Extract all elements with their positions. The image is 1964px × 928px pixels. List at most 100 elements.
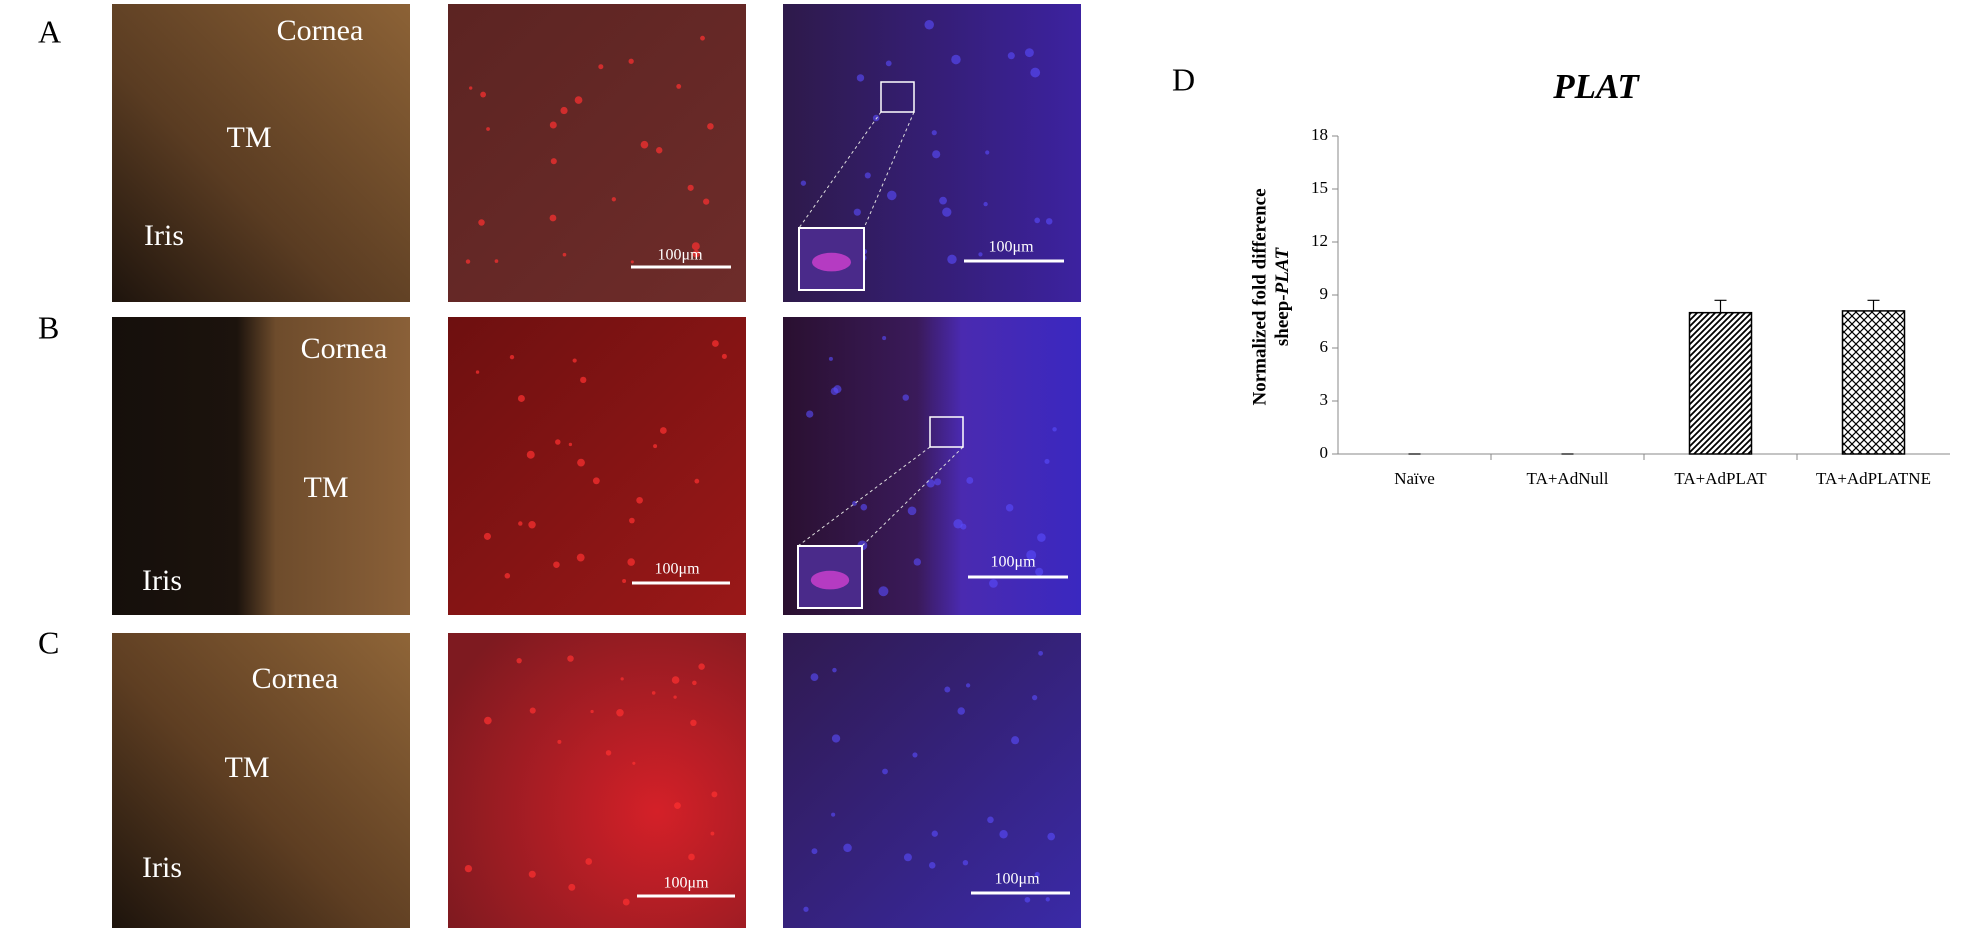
signal-dot xyxy=(700,35,705,41)
signal-dot xyxy=(553,561,560,568)
signal-dot xyxy=(674,802,681,810)
signal-dot xyxy=(627,558,635,566)
signal-dot xyxy=(690,719,697,727)
nucleus-dot xyxy=(939,196,947,205)
nucleus-dot xyxy=(931,830,938,837)
y-axis-label: sheep-PLAT xyxy=(1272,247,1293,347)
signal-dot xyxy=(549,121,557,129)
nucleus-dot xyxy=(1005,504,1014,512)
scale-label: 100μm xyxy=(988,239,1034,256)
signal-dot xyxy=(464,864,473,873)
bar xyxy=(1688,311,1753,455)
nucleus-dot xyxy=(831,734,841,743)
signal-dot xyxy=(598,64,604,70)
y-tick-label: 9 xyxy=(1320,284,1329,303)
signal-dot xyxy=(572,358,577,363)
nucleus-dot xyxy=(1034,871,1040,877)
signal-dot xyxy=(577,458,585,467)
region-label: TM xyxy=(304,471,349,504)
signal-dot xyxy=(529,707,536,714)
signal-dot xyxy=(580,376,587,384)
nucleus-dot xyxy=(1032,694,1038,701)
signal-dot xyxy=(574,96,583,104)
y-tick-label: 6 xyxy=(1320,337,1329,356)
signal-dot xyxy=(640,140,649,149)
y-tick-label: 18 xyxy=(1311,125,1328,144)
region-label: Iris xyxy=(142,564,182,597)
nucleus-dot xyxy=(843,843,852,853)
signal-dot xyxy=(475,370,480,374)
signal-dot xyxy=(659,427,667,434)
nucleus-dot xyxy=(1030,67,1041,78)
nucleus-dot xyxy=(966,477,974,484)
signal-dot xyxy=(653,444,658,449)
panel-letter: A xyxy=(38,13,61,49)
nucleus-dot xyxy=(932,150,941,159)
signal-dot xyxy=(616,708,624,717)
nucleus-dot xyxy=(882,768,888,775)
signal-dot xyxy=(576,553,585,562)
nucleus-dot xyxy=(828,356,833,361)
nucleus-dot xyxy=(1047,832,1056,841)
signal-dot xyxy=(630,260,634,264)
nucleus-dot xyxy=(1026,550,1037,561)
error-bar xyxy=(1714,299,1727,313)
nucleus-dot xyxy=(1007,52,1015,60)
signal-dot xyxy=(622,898,630,906)
nucleus-dot xyxy=(978,252,983,257)
y-tick-label: 15 xyxy=(1311,178,1328,197)
region-label: Iris xyxy=(144,219,184,252)
signal-dot xyxy=(585,858,593,865)
nucleus-dot xyxy=(999,830,1008,839)
region-label: Cornea xyxy=(301,332,388,365)
nucleus-dot xyxy=(965,683,971,688)
nucleus-dot xyxy=(1044,458,1050,464)
nucleus-dot xyxy=(1037,533,1046,542)
region-label: Cornea xyxy=(277,14,364,47)
signal-dot xyxy=(692,680,697,686)
signal-dot xyxy=(692,250,700,258)
x-tick-label: Naïve xyxy=(1394,469,1435,488)
nucleus-dot xyxy=(902,394,909,401)
signal-dot xyxy=(480,91,487,98)
nucleus-dot xyxy=(903,853,912,862)
signal-dot xyxy=(516,658,522,664)
signal-dot xyxy=(673,695,677,699)
inset-signal xyxy=(812,252,851,272)
nucleus-dot xyxy=(931,130,937,136)
signal-dot xyxy=(557,739,562,744)
nucleus-dot xyxy=(882,336,887,341)
y-axis-label-part: PLAT xyxy=(1272,247,1293,296)
signal-dot xyxy=(562,252,567,257)
nucleus-dot xyxy=(856,74,865,82)
x-tick-label: TA+AdPLAT xyxy=(1674,469,1767,488)
nucleus-dot xyxy=(989,579,998,588)
signal-dot xyxy=(568,883,576,891)
nucleus-dot xyxy=(803,906,809,912)
signal-dot xyxy=(622,579,627,583)
nucleus-dot xyxy=(983,201,988,207)
signal-dot xyxy=(676,84,682,89)
nucleus-dot xyxy=(831,812,836,817)
signal-dot xyxy=(687,184,694,191)
nucleus-dot xyxy=(830,387,839,396)
signal-dot xyxy=(655,147,663,154)
nucleus-dot xyxy=(912,752,918,758)
nucleus-dot xyxy=(878,586,889,597)
nucleus-dot xyxy=(806,410,814,418)
signal-dot xyxy=(628,58,634,64)
nucleus-dot xyxy=(1034,217,1041,224)
signal-dot xyxy=(636,496,643,504)
signal-dot xyxy=(698,663,705,670)
scale-label: 100μm xyxy=(657,247,703,264)
signal-dot xyxy=(721,353,727,359)
signal-dot xyxy=(509,354,515,360)
fluorescence-image xyxy=(448,317,746,615)
signal-dot xyxy=(605,750,612,756)
signal-dot xyxy=(651,691,656,695)
nucleus-dot xyxy=(811,848,818,855)
nucleus-dot xyxy=(953,519,963,529)
nucleus-dot xyxy=(832,667,837,673)
y-axis-label-part: sheep- xyxy=(1272,294,1293,346)
signal-dot xyxy=(484,716,492,725)
